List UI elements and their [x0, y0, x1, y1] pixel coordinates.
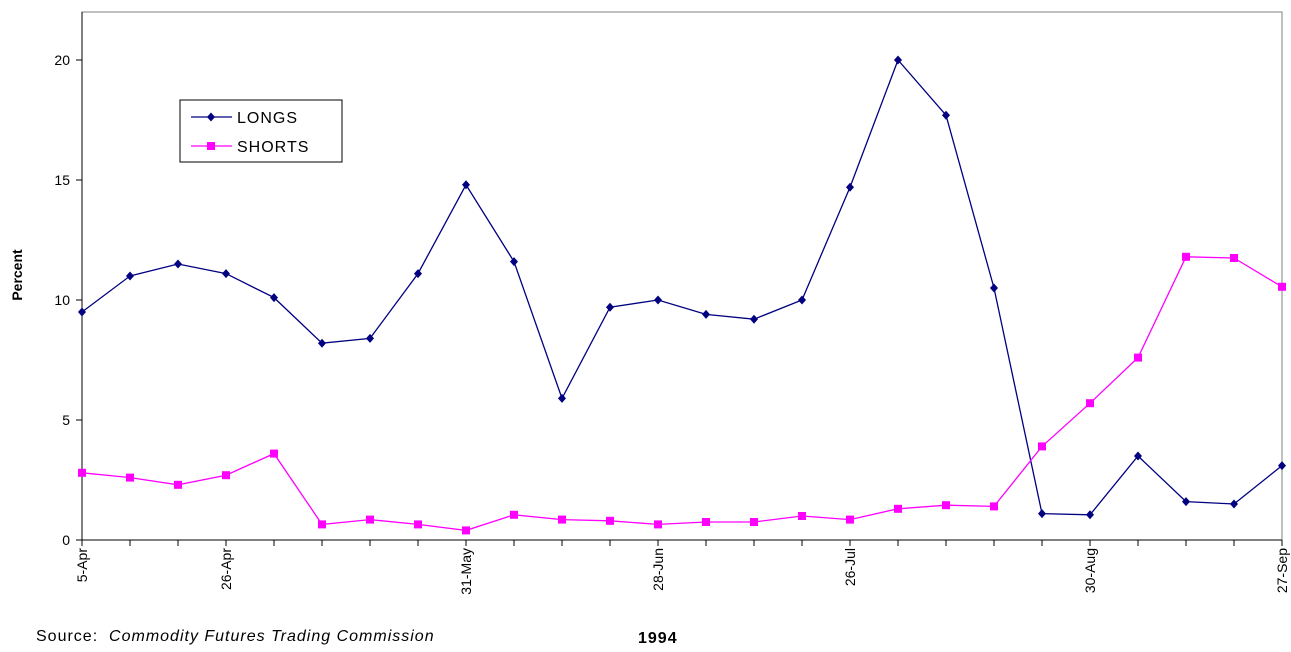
data-point: [222, 269, 230, 279]
source-name: Commodity Futures Trading Commission: [109, 628, 435, 645]
series-line-longs: [81, 58, 1283, 516]
data-point: [1038, 509, 1046, 519]
data-point: [702, 518, 710, 526]
y-axis-label: Percent: [9, 249, 25, 301]
data-point: [990, 502, 998, 511]
data-point: [126, 473, 134, 482]
data-point: [270, 449, 278, 458]
legend-marker: [207, 112, 215, 122]
data-point: [942, 501, 950, 510]
data-point: [78, 468, 86, 477]
y-tick-label: 20: [54, 52, 70, 68]
legend-item-shorts: SHORTS: [191, 139, 309, 156]
data-point: [1038, 442, 1046, 451]
x-tick-label: 30-Aug: [1082, 548, 1098, 593]
plot-area-border: [81, 11, 1283, 541]
data-point: [750, 314, 758, 324]
data-point: [414, 520, 422, 529]
data-point: [366, 333, 374, 343]
data-point: [798, 295, 806, 305]
data-point: [1086, 399, 1094, 408]
y-tick-label: 15: [54, 172, 70, 188]
data-point: [414, 269, 422, 279]
data-point: [894, 504, 902, 513]
source-line: Source: Commodity Futures Trading Commis…: [36, 628, 435, 646]
x-tick-label: 5-Apr: [74, 548, 90, 583]
series-shorts: [78, 252, 1286, 535]
y-tick-label: 10: [54, 292, 70, 308]
legend-box: [179, 99, 343, 163]
data-point: [318, 520, 326, 529]
data-point: [558, 393, 566, 403]
data-point: [318, 338, 326, 348]
data-point: [510, 510, 518, 519]
data-point: [270, 293, 278, 303]
legend-item-longs: LONGS: [191, 110, 298, 127]
data-point: [174, 259, 182, 269]
x-tick-label: 28-Jun: [650, 548, 666, 591]
data-point: [846, 515, 854, 524]
data-point: [942, 110, 950, 120]
series-longs: [78, 55, 1286, 520]
data-point: [654, 520, 662, 529]
legend-marker: [207, 142, 215, 150]
source-prefix: Source:: [36, 628, 99, 645]
data-point: [990, 283, 998, 293]
data-point: [1134, 451, 1142, 461]
data-point: [1278, 282, 1286, 291]
data-point: [606, 302, 614, 312]
data-point: [78, 307, 86, 317]
data-point: [702, 309, 710, 319]
data-point: [1230, 499, 1238, 509]
x-tick-label: 26-Jul: [842, 548, 858, 586]
data-point: [654, 295, 662, 305]
y-tick-label: 5: [62, 412, 70, 428]
data-point: [366, 515, 374, 524]
x-tick-label: 31-May: [458, 548, 474, 595]
data-point: [894, 55, 902, 65]
data-point: [1230, 254, 1238, 262]
data-point: [846, 182, 854, 192]
data-point: [174, 480, 182, 489]
data-point: [126, 271, 134, 281]
legend-label: LONGS: [237, 110, 298, 127]
data-point: [462, 526, 470, 535]
x-tick-label: 26-Apr: [218, 548, 234, 590]
data-point: [1182, 252, 1190, 261]
x-tick-label: 27-Sep: [1274, 548, 1290, 593]
data-point: [558, 515, 566, 524]
data-point: [798, 512, 806, 520]
data-point: [750, 518, 758, 526]
series-line-shorts: [81, 256, 1283, 532]
y-tick-label: 0: [62, 532, 70, 548]
data-point: [462, 180, 470, 190]
data-point: [1278, 461, 1286, 471]
data-point: [606, 516, 614, 525]
year-label: 1994: [638, 630, 678, 647]
data-point: [1134, 353, 1142, 362]
data-point: [222, 471, 230, 480]
legend-label: SHORTS: [237, 139, 309, 156]
data-point: [1086, 510, 1094, 520]
data-point: [1182, 497, 1190, 507]
data-point: [510, 257, 518, 267]
